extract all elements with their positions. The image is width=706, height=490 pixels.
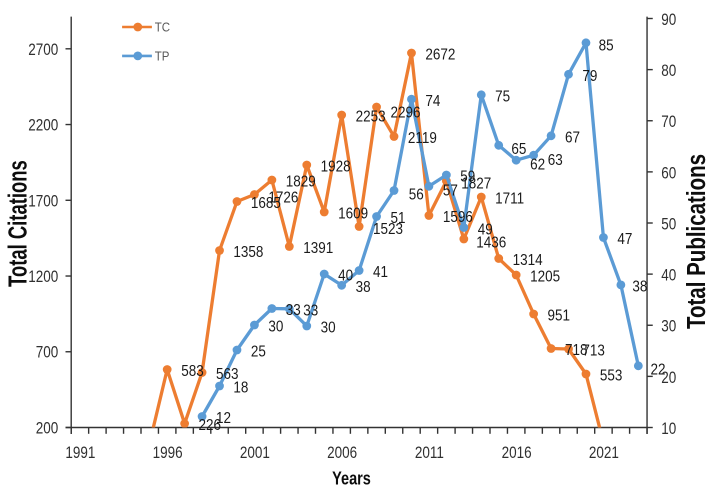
svg-text:75: 75 bbox=[495, 89, 510, 106]
svg-text:38: 38 bbox=[356, 279, 371, 296]
svg-text:2119: 2119 bbox=[408, 130, 437, 147]
svg-text:2253: 2253 bbox=[356, 109, 386, 126]
svg-text:49: 49 bbox=[478, 222, 493, 239]
svg-text:62: 62 bbox=[530, 156, 545, 173]
svg-text:25: 25 bbox=[251, 344, 266, 361]
svg-text:2021: 2021 bbox=[589, 444, 619, 463]
svg-text:41: 41 bbox=[373, 264, 388, 281]
svg-text:Total Publications: Total Publications bbox=[681, 154, 706, 329]
svg-text:33: 33 bbox=[286, 302, 301, 319]
svg-text:Total Citations: Total Citations bbox=[4, 160, 33, 287]
svg-text:47: 47 bbox=[617, 231, 632, 248]
svg-text:80: 80 bbox=[661, 62, 676, 81]
svg-text:1205: 1205 bbox=[530, 269, 560, 286]
svg-text:10: 10 bbox=[661, 420, 676, 439]
svg-text:57: 57 bbox=[443, 183, 458, 200]
svg-text:90: 90 bbox=[661, 11, 676, 30]
svg-text:1700: 1700 bbox=[28, 192, 58, 211]
svg-text:1314: 1314 bbox=[513, 252, 543, 269]
svg-text:1928: 1928 bbox=[321, 159, 351, 176]
svg-text:583: 583 bbox=[181, 363, 204, 380]
svg-text:59: 59 bbox=[460, 169, 475, 186]
svg-text:33: 33 bbox=[303, 303, 318, 320]
svg-text:1596: 1596 bbox=[443, 209, 473, 226]
svg-text:1358: 1358 bbox=[233, 244, 263, 261]
svg-text:38: 38 bbox=[632, 279, 647, 296]
svg-text:2296: 2296 bbox=[390, 105, 420, 122]
svg-text:56: 56 bbox=[409, 187, 424, 204]
svg-text:2672: 2672 bbox=[425, 47, 455, 64]
svg-text:79: 79 bbox=[582, 68, 597, 85]
svg-text:2011: 2011 bbox=[415, 444, 444, 463]
svg-text:30: 30 bbox=[661, 317, 676, 336]
svg-text:1685: 1685 bbox=[251, 195, 281, 212]
svg-text:TP: TP bbox=[155, 49, 170, 64]
svg-text:2006: 2006 bbox=[327, 444, 357, 463]
svg-text:85: 85 bbox=[599, 38, 614, 55]
svg-text:70: 70 bbox=[661, 113, 676, 132]
svg-text:951: 951 bbox=[548, 308, 571, 325]
svg-text:2700: 2700 bbox=[28, 40, 58, 59]
svg-text:40: 40 bbox=[338, 268, 353, 285]
svg-text:18: 18 bbox=[233, 380, 248, 397]
svg-text:51: 51 bbox=[390, 210, 405, 227]
svg-text:1609: 1609 bbox=[338, 206, 368, 223]
svg-text:2200: 2200 bbox=[28, 116, 58, 135]
svg-text:1827: 1827 bbox=[461, 176, 491, 193]
svg-text:1436: 1436 bbox=[476, 235, 506, 252]
svg-text:2001: 2001 bbox=[240, 444, 270, 463]
svg-text:2016: 2016 bbox=[502, 444, 532, 463]
svg-text:22: 22 bbox=[651, 361, 666, 378]
svg-text:65: 65 bbox=[511, 141, 526, 158]
svg-text:1829: 1829 bbox=[286, 174, 316, 191]
svg-text:40: 40 bbox=[661, 266, 676, 285]
svg-text:1996: 1996 bbox=[153, 444, 183, 463]
svg-text:700: 700 bbox=[36, 343, 59, 362]
svg-text:1391: 1391 bbox=[303, 240, 333, 257]
svg-text:226: 226 bbox=[199, 417, 222, 434]
svg-text:30: 30 bbox=[268, 319, 283, 336]
svg-text:TC: TC bbox=[155, 20, 170, 35]
svg-text:1200: 1200 bbox=[28, 268, 58, 287]
svg-text:12: 12 bbox=[216, 410, 231, 427]
svg-text:Years: Years bbox=[332, 468, 371, 489]
svg-text:63: 63 bbox=[548, 152, 563, 169]
svg-text:67: 67 bbox=[565, 130, 580, 147]
svg-text:30: 30 bbox=[321, 320, 336, 337]
svg-text:1523: 1523 bbox=[373, 221, 403, 238]
svg-text:718: 718 bbox=[565, 342, 588, 359]
svg-text:1711: 1711 bbox=[495, 191, 524, 208]
svg-text:200: 200 bbox=[36, 419, 59, 438]
svg-text:50: 50 bbox=[661, 215, 676, 234]
svg-text:553: 553 bbox=[600, 368, 623, 385]
svg-text:1726: 1726 bbox=[268, 190, 298, 207]
svg-text:713: 713 bbox=[582, 343, 605, 360]
svg-text:60: 60 bbox=[661, 164, 676, 183]
svg-text:563: 563 bbox=[216, 366, 239, 383]
svg-text:74: 74 bbox=[425, 93, 440, 110]
svg-text:20: 20 bbox=[661, 368, 676, 387]
svg-text:1991: 1991 bbox=[65, 444, 95, 463]
